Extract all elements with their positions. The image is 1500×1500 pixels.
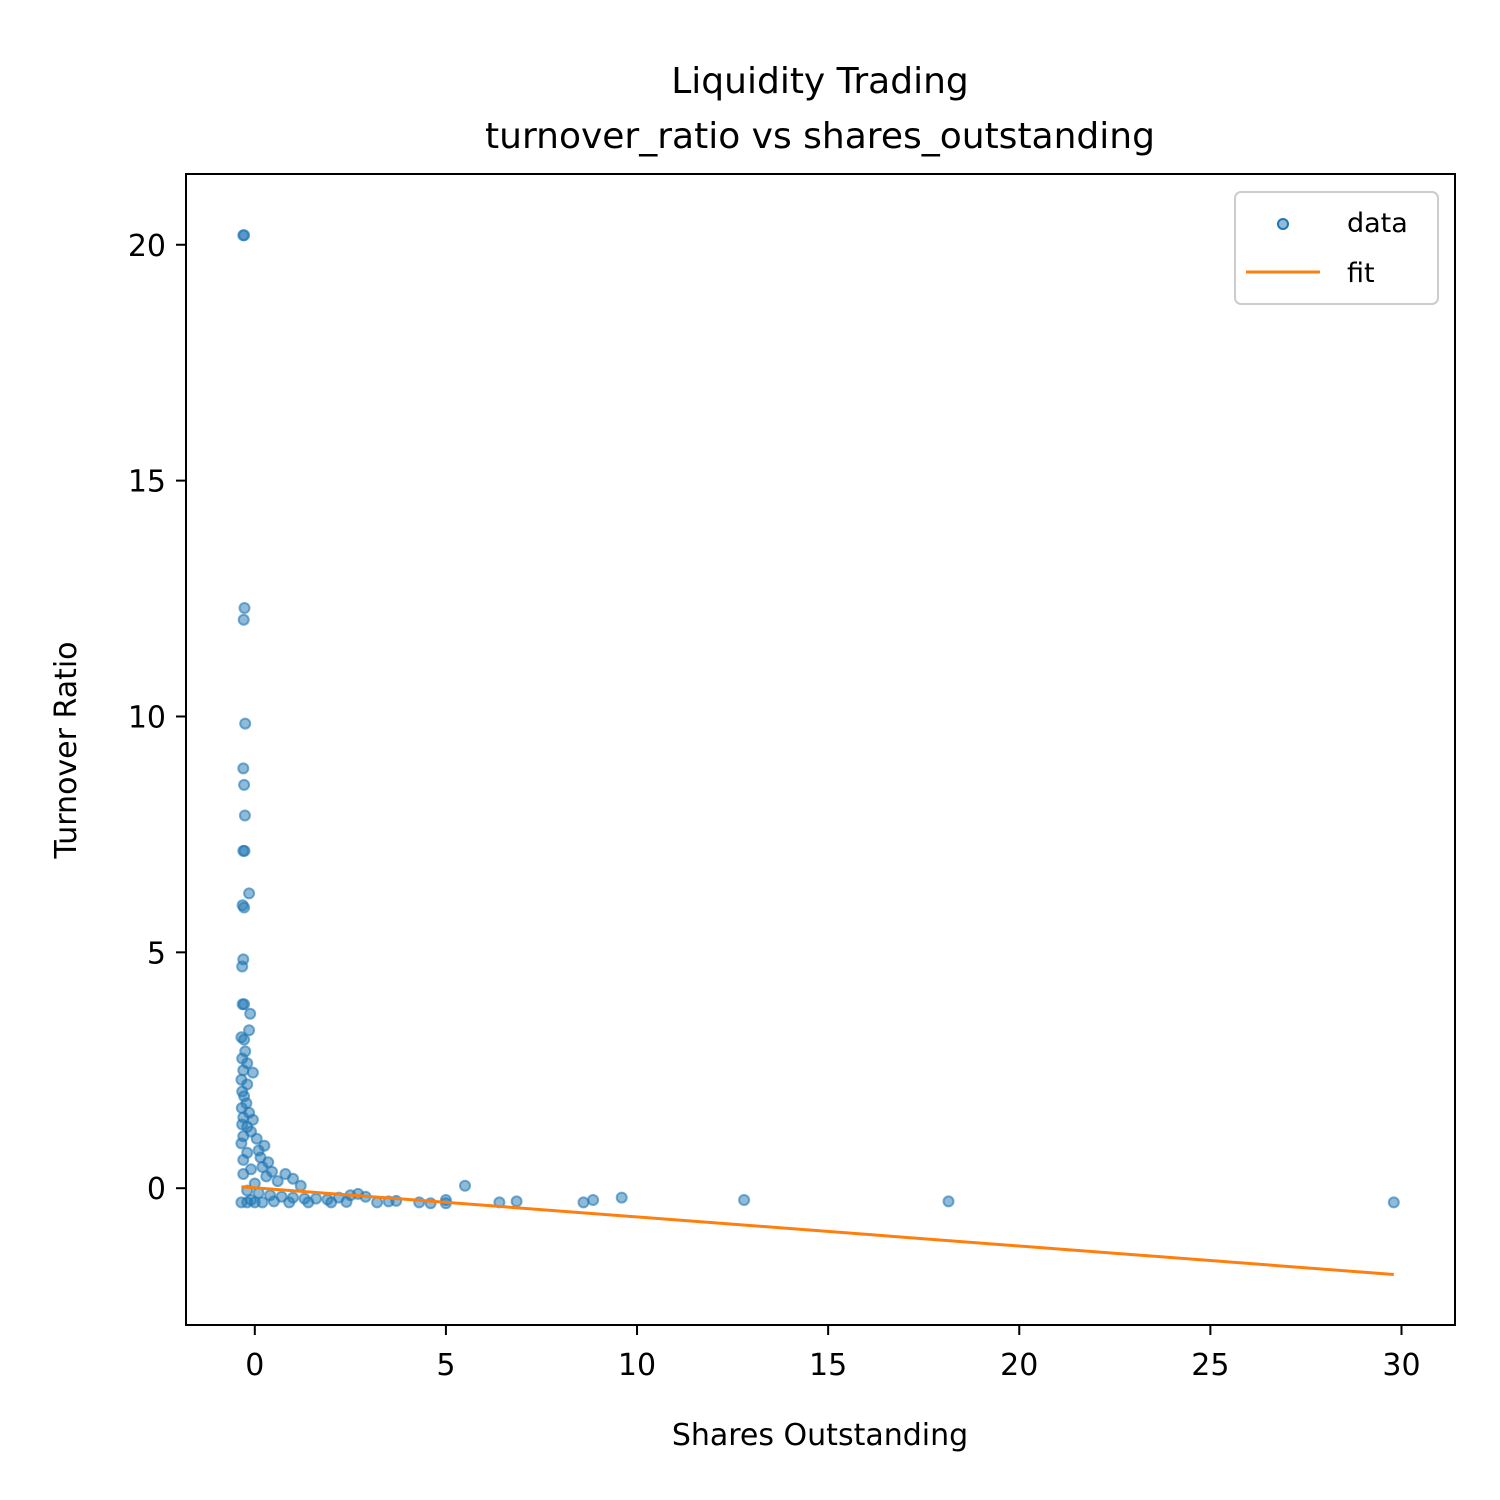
data-point — [238, 901, 251, 914]
x-tick-label: 25 — [1191, 1348, 1229, 1383]
x-tick-label: 15 — [809, 1348, 847, 1383]
scatter-points — [235, 229, 1400, 1210]
data-point — [244, 1007, 257, 1020]
data-point — [238, 229, 251, 242]
data-point — [587, 1194, 600, 1206]
data-point — [238, 1033, 251, 1046]
data-point — [340, 1195, 353, 1208]
x-tick-label: 0 — [245, 1348, 264, 1383]
data-point — [237, 1153, 250, 1166]
y-tick-label: 20 — [128, 229, 166, 264]
x-tick-label: 30 — [1382, 1348, 1420, 1383]
data-point — [271, 1175, 284, 1188]
y-tick-label: 0 — [147, 1172, 166, 1207]
data-point — [1387, 1196, 1400, 1209]
data-point — [243, 887, 256, 900]
data-point — [246, 1066, 259, 1079]
data-point — [238, 778, 251, 791]
data-point — [260, 1170, 273, 1183]
legend: data fit — [1234, 191, 1439, 305]
data-point — [250, 1132, 263, 1145]
data-point — [235, 1137, 248, 1150]
data-point — [245, 1194, 257, 1206]
data-point — [302, 1196, 315, 1209]
chart-title: Liquidity Trading — [671, 61, 969, 102]
data-point — [238, 809, 251, 822]
x-tick-label: 5 — [436, 1348, 455, 1383]
chart-subtitle: turnover_ratio vs shares_outstanding — [485, 116, 1155, 157]
data-point — [238, 844, 251, 857]
data-point — [237, 1168, 250, 1180]
data-point — [325, 1196, 338, 1209]
data-point — [738, 1194, 751, 1206]
y-tick-label: 10 — [128, 700, 166, 735]
legend-fit-label: fit — [1347, 258, 1375, 289]
data-point — [238, 998, 251, 1011]
y-axis-ticks: 0 5 10 15 20 — [128, 229, 186, 1207]
data-point — [942, 1195, 955, 1208]
x-tick-label: 20 — [1000, 1348, 1038, 1383]
data-point — [577, 1196, 590, 1209]
fit-line-layer — [241, 1185, 1394, 1276]
axes-frame — [185, 173, 1456, 1326]
data-point — [243, 1024, 256, 1037]
data-point — [510, 1195, 523, 1208]
fit-line — [241, 1185, 1394, 1276]
data-point — [239, 717, 252, 730]
y-axis-label: Turnover Ratio — [49, 641, 84, 859]
data-point — [237, 1064, 250, 1077]
data-point — [615, 1191, 628, 1204]
legend-data-marker — [1277, 218, 1289, 230]
data-point — [283, 1196, 296, 1209]
data-point — [294, 1179, 307, 1192]
legend-data-label: data — [1347, 208, 1408, 239]
y-tick-label: 5 — [147, 936, 166, 971]
data-point — [267, 1195, 280, 1208]
data-point — [237, 613, 250, 626]
data-point — [238, 602, 251, 614]
plot-area — [235, 229, 1400, 1276]
data-point — [237, 762, 250, 775]
x-axis-label: Shares Outstanding — [672, 1418, 968, 1453]
x-tick-label: 10 — [618, 1348, 656, 1383]
y-tick-label: 15 — [128, 465, 166, 500]
data-point — [256, 1196, 269, 1209]
data-point — [287, 1172, 299, 1185]
data-point — [236, 960, 249, 973]
data-point — [459, 1179, 471, 1192]
x-axis-ticks: 0 5 10 15 20 25 30 — [245, 1325, 1421, 1383]
data-point — [371, 1196, 384, 1209]
